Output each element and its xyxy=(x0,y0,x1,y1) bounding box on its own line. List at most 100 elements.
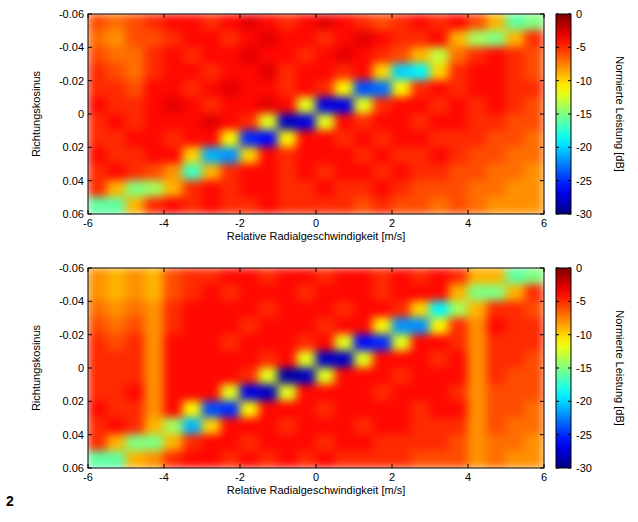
cell xyxy=(259,334,279,352)
x-axis-title: Relative Radialgeschwindigkeit [m/s] xyxy=(227,484,406,496)
cell xyxy=(430,80,450,98)
cell xyxy=(107,384,127,402)
x-tick xyxy=(240,268,241,272)
cell xyxy=(240,147,260,165)
cell xyxy=(506,301,526,319)
x-tick-label: 0 xyxy=(313,217,319,229)
cell xyxy=(221,334,241,352)
cell xyxy=(392,64,412,82)
cell xyxy=(164,351,184,369)
cell xyxy=(411,384,431,402)
cell xyxy=(449,114,469,132)
cell xyxy=(297,451,317,468)
cell xyxy=(506,97,526,115)
cell xyxy=(392,434,412,452)
cell xyxy=(278,197,298,214)
cell xyxy=(430,401,450,419)
cell xyxy=(316,284,336,302)
colorbar-tick xyxy=(568,434,571,435)
cell xyxy=(316,451,336,468)
cell xyxy=(468,197,488,214)
y-tick xyxy=(88,147,92,148)
cell xyxy=(88,401,108,419)
y-tick xyxy=(88,47,92,48)
cell xyxy=(164,180,184,198)
cell xyxy=(335,451,355,468)
cell xyxy=(240,130,260,148)
cell xyxy=(297,418,317,436)
cell xyxy=(278,434,298,452)
cell xyxy=(354,114,374,132)
cell xyxy=(373,47,393,65)
colorbar-tick xyxy=(568,214,571,215)
colorbar-tick-label: 0 xyxy=(576,262,582,274)
cell xyxy=(373,384,393,402)
cell xyxy=(316,47,336,65)
x-tick xyxy=(164,464,165,468)
cell xyxy=(278,30,298,48)
cell xyxy=(202,97,222,115)
cell xyxy=(487,334,507,352)
cell xyxy=(297,368,317,386)
y-tick xyxy=(88,214,92,215)
y-tick-label: -0.02 xyxy=(59,329,84,341)
cell xyxy=(525,80,545,98)
colorbar-tick-label: -5 xyxy=(576,295,586,307)
cell xyxy=(411,301,431,319)
cell xyxy=(373,451,393,468)
x-tick-label: -2 xyxy=(235,471,245,483)
cell xyxy=(183,97,203,115)
cell xyxy=(126,284,146,302)
y-tick-label: -0.04 xyxy=(59,295,84,307)
cell xyxy=(221,164,241,182)
cell xyxy=(164,451,184,468)
y-tick-label: 0.04 xyxy=(63,175,84,187)
cell xyxy=(354,434,374,452)
cell xyxy=(487,97,507,115)
cell xyxy=(392,80,412,98)
cell xyxy=(259,164,279,182)
cell xyxy=(221,301,241,319)
y-tick xyxy=(88,468,92,469)
cell xyxy=(107,164,127,182)
cell xyxy=(202,401,222,419)
cell xyxy=(221,180,241,198)
cell xyxy=(525,64,545,82)
y-tick-label: -0.06 xyxy=(59,262,84,274)
cell xyxy=(278,180,298,198)
cell xyxy=(525,47,545,65)
cell xyxy=(487,47,507,65)
cell xyxy=(259,384,279,402)
cell xyxy=(506,401,526,419)
cell xyxy=(525,301,545,319)
cell xyxy=(126,334,146,352)
y-axis-title: Richtungskosinus xyxy=(30,70,42,157)
cell xyxy=(430,284,450,302)
cell xyxy=(202,64,222,82)
cell xyxy=(107,318,127,336)
cell xyxy=(354,180,374,198)
cell xyxy=(506,180,526,198)
cell xyxy=(164,334,184,352)
heatmap-cells xyxy=(88,268,544,468)
cell xyxy=(468,80,488,98)
cell xyxy=(430,318,450,336)
x-tick xyxy=(88,14,89,18)
x-tick-label: 2 xyxy=(389,217,395,229)
x-tick xyxy=(392,210,393,214)
cell xyxy=(145,14,165,31)
cell xyxy=(297,301,317,319)
cell xyxy=(107,180,127,198)
cell xyxy=(430,97,450,115)
cell xyxy=(126,401,146,419)
cell xyxy=(278,401,298,419)
cell xyxy=(354,301,374,319)
cell xyxy=(297,164,317,182)
cell xyxy=(468,284,488,302)
cell xyxy=(202,30,222,48)
colorbar-tick-label: -30 xyxy=(576,462,592,474)
cell xyxy=(297,197,317,214)
cell xyxy=(392,351,412,369)
colorbar-tick-label: -15 xyxy=(576,108,592,120)
cell xyxy=(278,284,298,302)
